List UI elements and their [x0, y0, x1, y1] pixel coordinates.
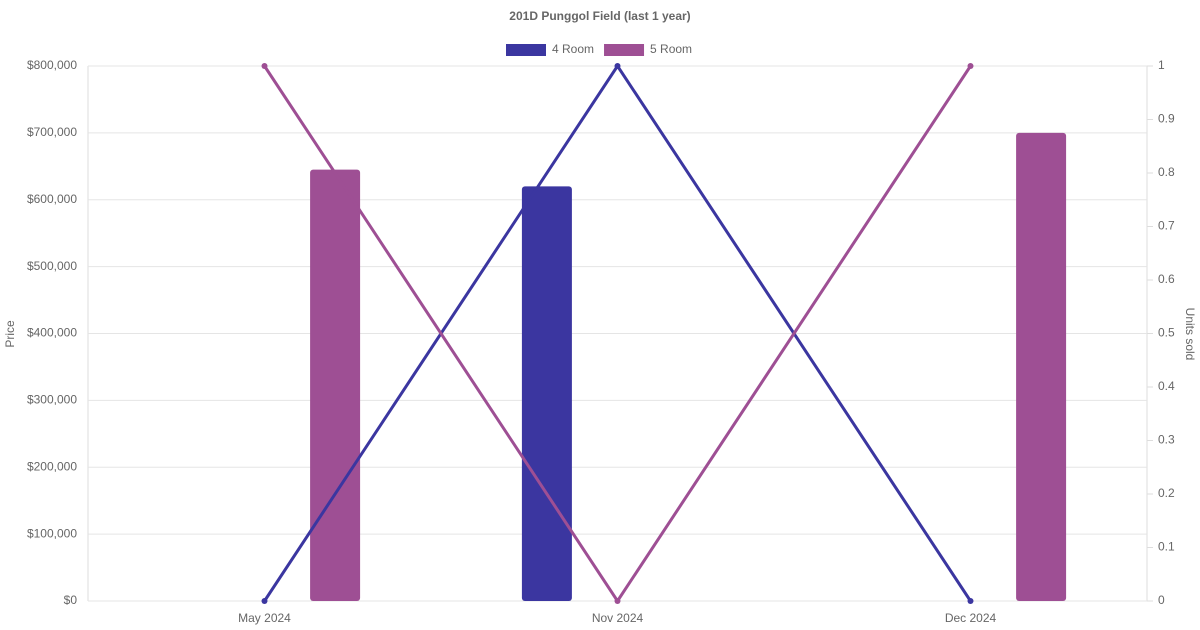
- y-tick-label: $0: [64, 593, 78, 607]
- y2-tick-label: 0: [1158, 593, 1165, 607]
- y-tick-label: $800,000: [27, 58, 77, 72]
- legend-label: 5 Room: [650, 42, 692, 56]
- x-tick-label: Dec 2024: [945, 611, 997, 625]
- y2-tick-label: 0.5: [1158, 326, 1175, 340]
- bar: [310, 169, 361, 601]
- y2-tick-label: 0.4: [1158, 379, 1175, 393]
- y-tick-label: $400,000: [27, 326, 77, 340]
- y-tick-label: $600,000: [27, 192, 77, 206]
- bar: [1016, 132, 1067, 601]
- x-tick-label: Nov 2024: [592, 611, 644, 625]
- y-tick-label: $300,000: [27, 393, 77, 407]
- y2-tick-label: 0.8: [1158, 165, 1175, 179]
- y2-tick-label: 0.3: [1158, 433, 1175, 447]
- y-tick-label: $500,000: [27, 259, 77, 273]
- y-tick-label: $100,000: [27, 526, 77, 540]
- y2-axis-title: Units sold: [1183, 308, 1197, 361]
- y2-tick-label: 0.2: [1158, 486, 1175, 500]
- y2-tick-label: 0.6: [1158, 272, 1175, 286]
- point: [614, 598, 621, 604]
- point: [261, 63, 268, 69]
- bar: [521, 186, 572, 601]
- legend-swatch: [506, 44, 546, 56]
- point: [967, 63, 974, 69]
- y2-tick-label: 0.1: [1158, 540, 1175, 554]
- legend-label: 4 Room: [552, 42, 594, 56]
- y-tick-label: $200,000: [27, 459, 77, 473]
- y2-tick-label: 1: [1158, 58, 1165, 72]
- point: [967, 598, 974, 604]
- y2-tick-label: 0.7: [1158, 219, 1175, 233]
- x-tick-label: May 2024: [238, 611, 291, 625]
- point: [261, 598, 268, 604]
- y-tick-label: $700,000: [27, 125, 77, 139]
- point: [614, 63, 621, 69]
- y-axis-title: Price: [3, 320, 17, 348]
- legend-swatch: [604, 44, 645, 56]
- y2-tick-label: 0.9: [1158, 112, 1175, 126]
- chart-title: 201D Punggol Field (last 1 year): [509, 9, 690, 23]
